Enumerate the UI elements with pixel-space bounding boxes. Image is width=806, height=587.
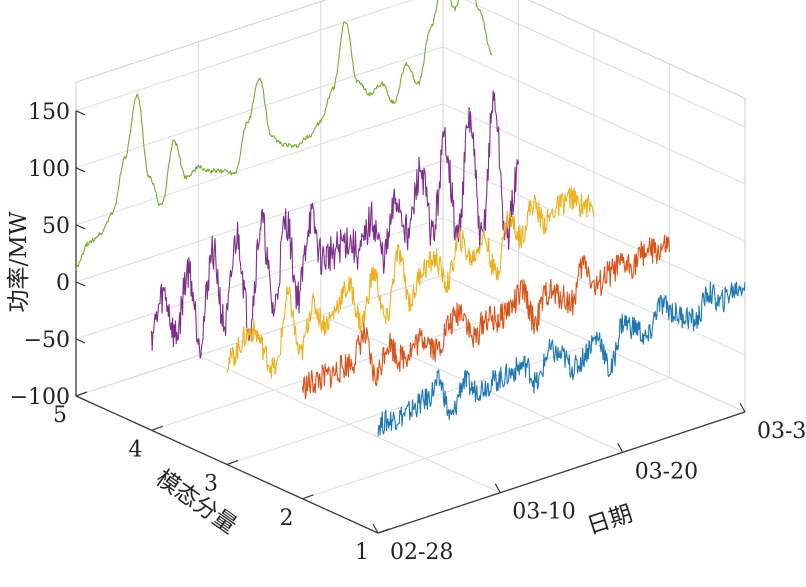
grid-layer <box>75 0 746 534</box>
z-tick-mark <box>75 395 86 401</box>
x-tick-label: 03-30 <box>757 419 806 444</box>
x-tick-mark <box>617 443 624 453</box>
series-line-component-2 <box>301 234 671 400</box>
back-wall-gridline <box>75 217 444 340</box>
z-tick-mark <box>75 338 86 344</box>
box-edge <box>527 0 746 99</box>
x-tick-label: 03-20 <box>635 459 698 484</box>
x-tick-mark <box>494 483 501 493</box>
floor-gridline <box>302 377 670 500</box>
y-tick-label: 1 <box>355 540 369 565</box>
y-tick-mark <box>377 528 390 534</box>
series-line-component-4 <box>150 90 520 359</box>
z-tick-label: −50 <box>24 328 70 353</box>
z-tick-label: 50 <box>42 214 70 239</box>
x-tick-mark <box>372 523 379 534</box>
z-tick-label: 150 <box>28 100 70 125</box>
y-tick-label: 3 <box>204 472 218 497</box>
back-wall-gridline <box>75 103 444 226</box>
y-tick-mark <box>75 391 88 397</box>
z-tick-mark <box>75 110 86 116</box>
z-tick-mark <box>75 224 86 230</box>
floor-gridline <box>75 274 444 397</box>
z-tick-mark <box>75 167 86 173</box>
y-tick-label: 2 <box>280 506 294 531</box>
series-line-component-5 <box>75 0 493 271</box>
y-tick-mark <box>226 459 239 466</box>
y-tick-label: 4 <box>129 437 143 462</box>
x-tick-mark <box>739 402 746 413</box>
back-wall-gridline <box>75 160 444 283</box>
series-line-component-3 <box>226 187 595 379</box>
back-wall-gridline <box>75 46 444 169</box>
y-tick-mark <box>302 494 314 500</box>
x-tick-label: 03-10 <box>512 500 575 525</box>
series-line-component-1 <box>377 281 746 437</box>
z-tick-mark <box>75 281 86 287</box>
box-edge <box>75 0 327 83</box>
x-axis-line <box>377 411 746 534</box>
z-tick-label: −100 <box>10 385 70 410</box>
x-axis-title: 日期 <box>584 501 636 540</box>
y-axis-title: 模态分量 <box>151 465 241 539</box>
tick-label-layer: 02-28 03-10 03-20 03-30 1 2 3 4 5−100 −50 0 50 100 15… <box>10 100 806 565</box>
floor-gridline <box>151 308 519 431</box>
z-tick-label: 0 <box>56 271 70 296</box>
y-tick-label: 5 <box>53 403 67 428</box>
series-layer <box>75 0 746 437</box>
z-tick-label: 100 <box>28 157 70 182</box>
floor-gridline <box>226 343 595 465</box>
axes-layer <box>75 110 746 534</box>
y-tick-mark <box>151 425 163 431</box>
z-axis-title: 功率/MW <box>6 211 32 312</box>
back-wall-gridline <box>75 0 414 112</box>
x-tick-label: 02-28 <box>390 540 453 565</box>
